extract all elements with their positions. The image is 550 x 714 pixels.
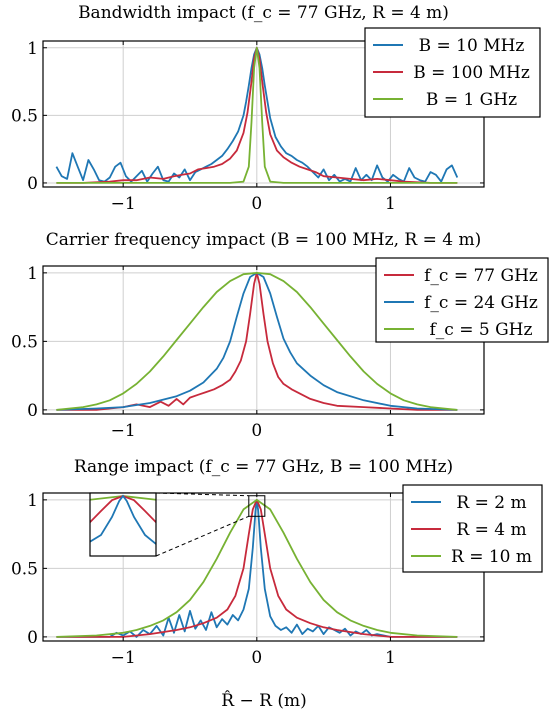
legend: R = 2 m R = 4 m R = 10 m <box>402 484 543 573</box>
chart-title: Bandwidth impact (f_c = 77 GHz, R = 4 m) <box>78 3 449 23</box>
x-tick-label: 0 <box>251 421 262 441</box>
legend-label: f_c = 77 GHz <box>424 266 538 286</box>
x-tick-label: 0 <box>251 194 262 214</box>
legend-label: B = 10 MHz <box>419 36 525 56</box>
y-tick-label: 0.5 <box>11 106 38 126</box>
series-line-3 <box>56 498 458 638</box>
legend: B = 10 MHz B = 100 MHz B = 1 GHz <box>364 27 541 118</box>
x-tick-label: 1 <box>385 194 396 214</box>
x-tick-label: 1 <box>385 421 396 441</box>
chart-panel-3: Range impact (f_c = 77 GHz, B = 100 MHz)… <box>11 457 543 668</box>
zoom-inset <box>89 492 266 557</box>
y-tick-label: 1 <box>27 491 38 511</box>
y-tick-label: 0.5 <box>11 332 38 352</box>
y-tick-label: 0 <box>27 628 38 648</box>
chart-title: Range impact (f_c = 77 GHz, B = 100 MHz) <box>74 457 453 477</box>
series-line-1 <box>56 271 458 411</box>
x-tick-label: 0 <box>251 648 262 668</box>
legend-label: B = 1 GHz <box>426 90 517 110</box>
chart-panel-2: Carrier frequency impact (B = 100 MHz, R… <box>11 230 549 441</box>
y-tick-label: 1 <box>27 39 38 59</box>
y-tick-label: 0 <box>27 174 38 194</box>
inset-frame <box>89 492 157 557</box>
zoom-connector <box>155 492 249 497</box>
chart-title: Carrier frequency impact (B = 100 MHz, R… <box>46 230 481 250</box>
legend: f_c = 77 GHz f_c = 24 GHz f_c = 5 GHz <box>375 257 549 343</box>
y-tick-label: 0.5 <box>11 559 38 579</box>
chart-panel-1: Bandwidth impact (f_c = 77 GHz, R = 4 m)… <box>11 3 541 214</box>
x-tick-label: −1 <box>111 421 136 441</box>
series-line-3 <box>56 271 458 411</box>
legend-label: f_c = 5 GHz <box>430 320 533 340</box>
legend-label: R = 2 m <box>456 493 526 513</box>
x-tick-label: −1 <box>111 194 136 214</box>
x-axis-label: R̂ − R (m) <box>221 691 306 711</box>
legend-label: B = 100 MHz <box>413 63 530 83</box>
x-tick-label: 1 <box>385 648 396 668</box>
y-tick-label: 0 <box>27 401 38 421</box>
inset-background <box>90 493 156 556</box>
x-tick-label: −1 <box>111 648 136 668</box>
zoom-region-box <box>248 495 266 517</box>
zoom-connector <box>155 515 249 557</box>
legend-label: f_c = 24 GHz <box>424 293 538 313</box>
series-line-3 <box>56 46 458 184</box>
legend-label: R = 4 m <box>456 520 526 540</box>
inset-series-line-1 <box>90 494 156 546</box>
y-tick-label: 1 <box>27 264 38 284</box>
legend-label: R = 10 m <box>451 547 532 567</box>
